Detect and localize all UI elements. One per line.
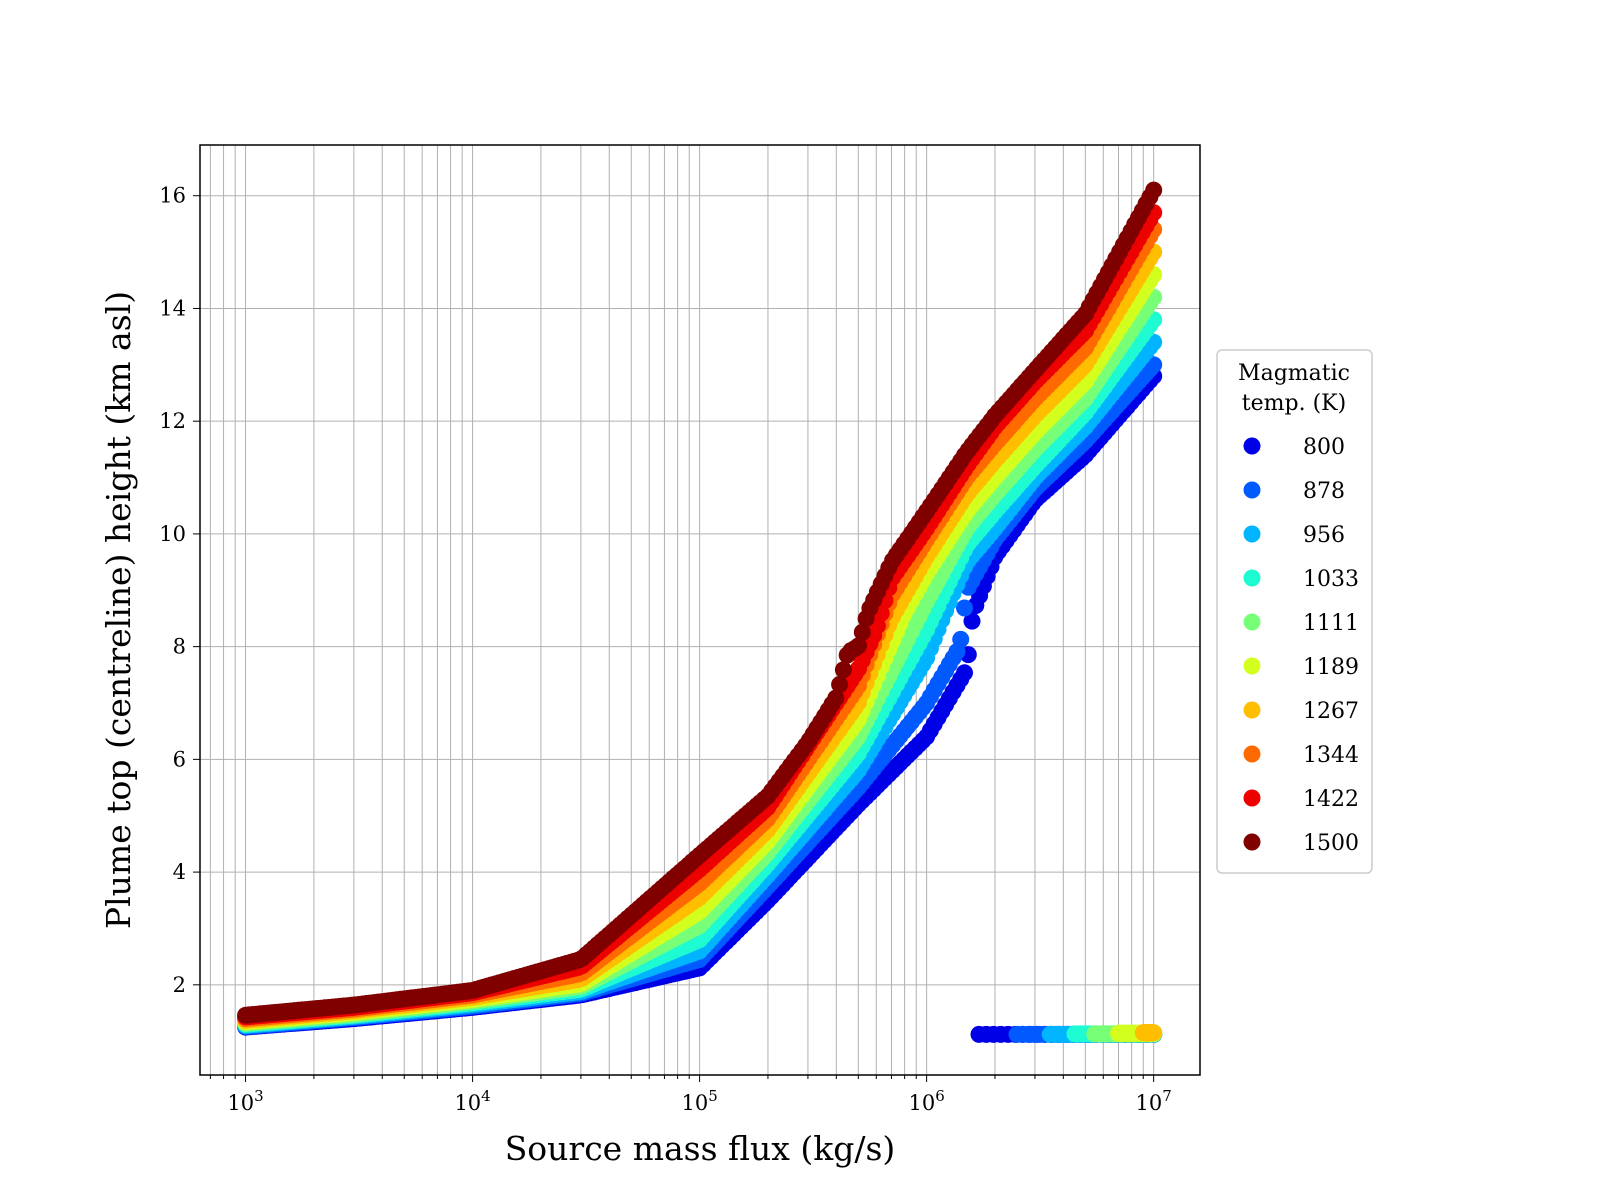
legend-item: 878 <box>1243 479 1345 504</box>
y-axis-ticks: 2 4 6 8 10 12 14 16 <box>159 184 200 997</box>
legend-marker <box>1243 745 1261 763</box>
legend-item: 1267 <box>1243 699 1359 724</box>
legend-item: 1189 <box>1243 655 1359 680</box>
x-tick-label: 103 <box>227 1087 263 1115</box>
legend-item: 1500 <box>1243 831 1359 856</box>
legend-marker <box>1243 789 1261 807</box>
legend-marker <box>1243 701 1261 719</box>
data-point <box>956 599 973 617</box>
legend-label: 956 <box>1303 523 1345 548</box>
legend-item: 1422 <box>1243 787 1359 812</box>
data-point <box>831 676 849 693</box>
y-tick-label: 2 <box>173 973 186 997</box>
legend-frame <box>1216 349 1373 874</box>
legend-marker <box>1243 525 1261 543</box>
y-tick-label: 8 <box>173 635 186 659</box>
x-axis-title: Source mass flux (kg/s) <box>505 1129 896 1168</box>
legend-title-line-1: Magmatic <box>1238 361 1350 386</box>
legend-label: 1111 <box>1303 611 1359 636</box>
legend-item: 1344 <box>1243 743 1359 768</box>
y-tick-label: 10 <box>159 522 186 546</box>
legend-item: 1111 <box>1243 611 1359 636</box>
data-point <box>827 689 845 707</box>
legend-item: 956 <box>1243 523 1345 548</box>
legend-label: 1500 <box>1303 831 1359 856</box>
data-point <box>952 630 970 648</box>
data-point <box>963 612 981 630</box>
y-tick-label: 4 <box>173 860 186 884</box>
data-point <box>1145 181 1163 199</box>
x-tick-label: 107 <box>1136 1087 1172 1115</box>
legend-marker <box>1243 437 1261 455</box>
legend-item: 800 <box>1243 435 1345 460</box>
x-tick-label: 105 <box>681 1087 717 1115</box>
data-point <box>853 623 871 641</box>
legend-label: 1267 <box>1303 699 1359 724</box>
y-tick-label: 12 <box>159 409 186 433</box>
legend-label: 800 <box>1303 435 1345 460</box>
x-tick-label: 104 <box>454 1087 490 1115</box>
x-tick-label: 106 <box>908 1087 944 1115</box>
legend-marker <box>1243 569 1261 587</box>
y-axis-title: Plume top (centreline) height (km asl) <box>99 291 138 929</box>
legend-marker <box>1243 481 1261 499</box>
legend: Magmatic temp. (K) 800 878 956 1033 1111 1189… <box>1216 349 1373 874</box>
legend-item: 1033 <box>1243 567 1359 592</box>
y-tick-label: 16 <box>159 184 186 208</box>
legend-label: 1422 <box>1303 787 1359 812</box>
series-1500 <box>237 181 1163 1024</box>
legend-label: 1344 <box>1303 743 1359 768</box>
x-axis-ticks: 103 104 105 106 107 <box>209 1075 1172 1115</box>
legend-marker <box>1243 657 1261 675</box>
legend-label: 1033 <box>1303 567 1359 592</box>
data-point <box>1145 1024 1163 1042</box>
data-point <box>956 664 973 682</box>
y-tick-label: 14 <box>159 296 186 320</box>
data-points <box>237 181 1163 1043</box>
legend-marker <box>1243 613 1261 631</box>
legend-label: 878 <box>1303 479 1345 504</box>
legend-label: 1189 <box>1303 655 1359 680</box>
legend-marker <box>1243 833 1261 851</box>
data-point <box>834 661 852 679</box>
y-tick-label: 6 <box>173 747 186 771</box>
legend-items: 800 878 956 1033 1111 1189 1267 1344 1422 1500 <box>1243 435 1359 856</box>
legend-title-line-2: temp. (K) <box>1242 391 1346 416</box>
data-point <box>850 637 867 655</box>
